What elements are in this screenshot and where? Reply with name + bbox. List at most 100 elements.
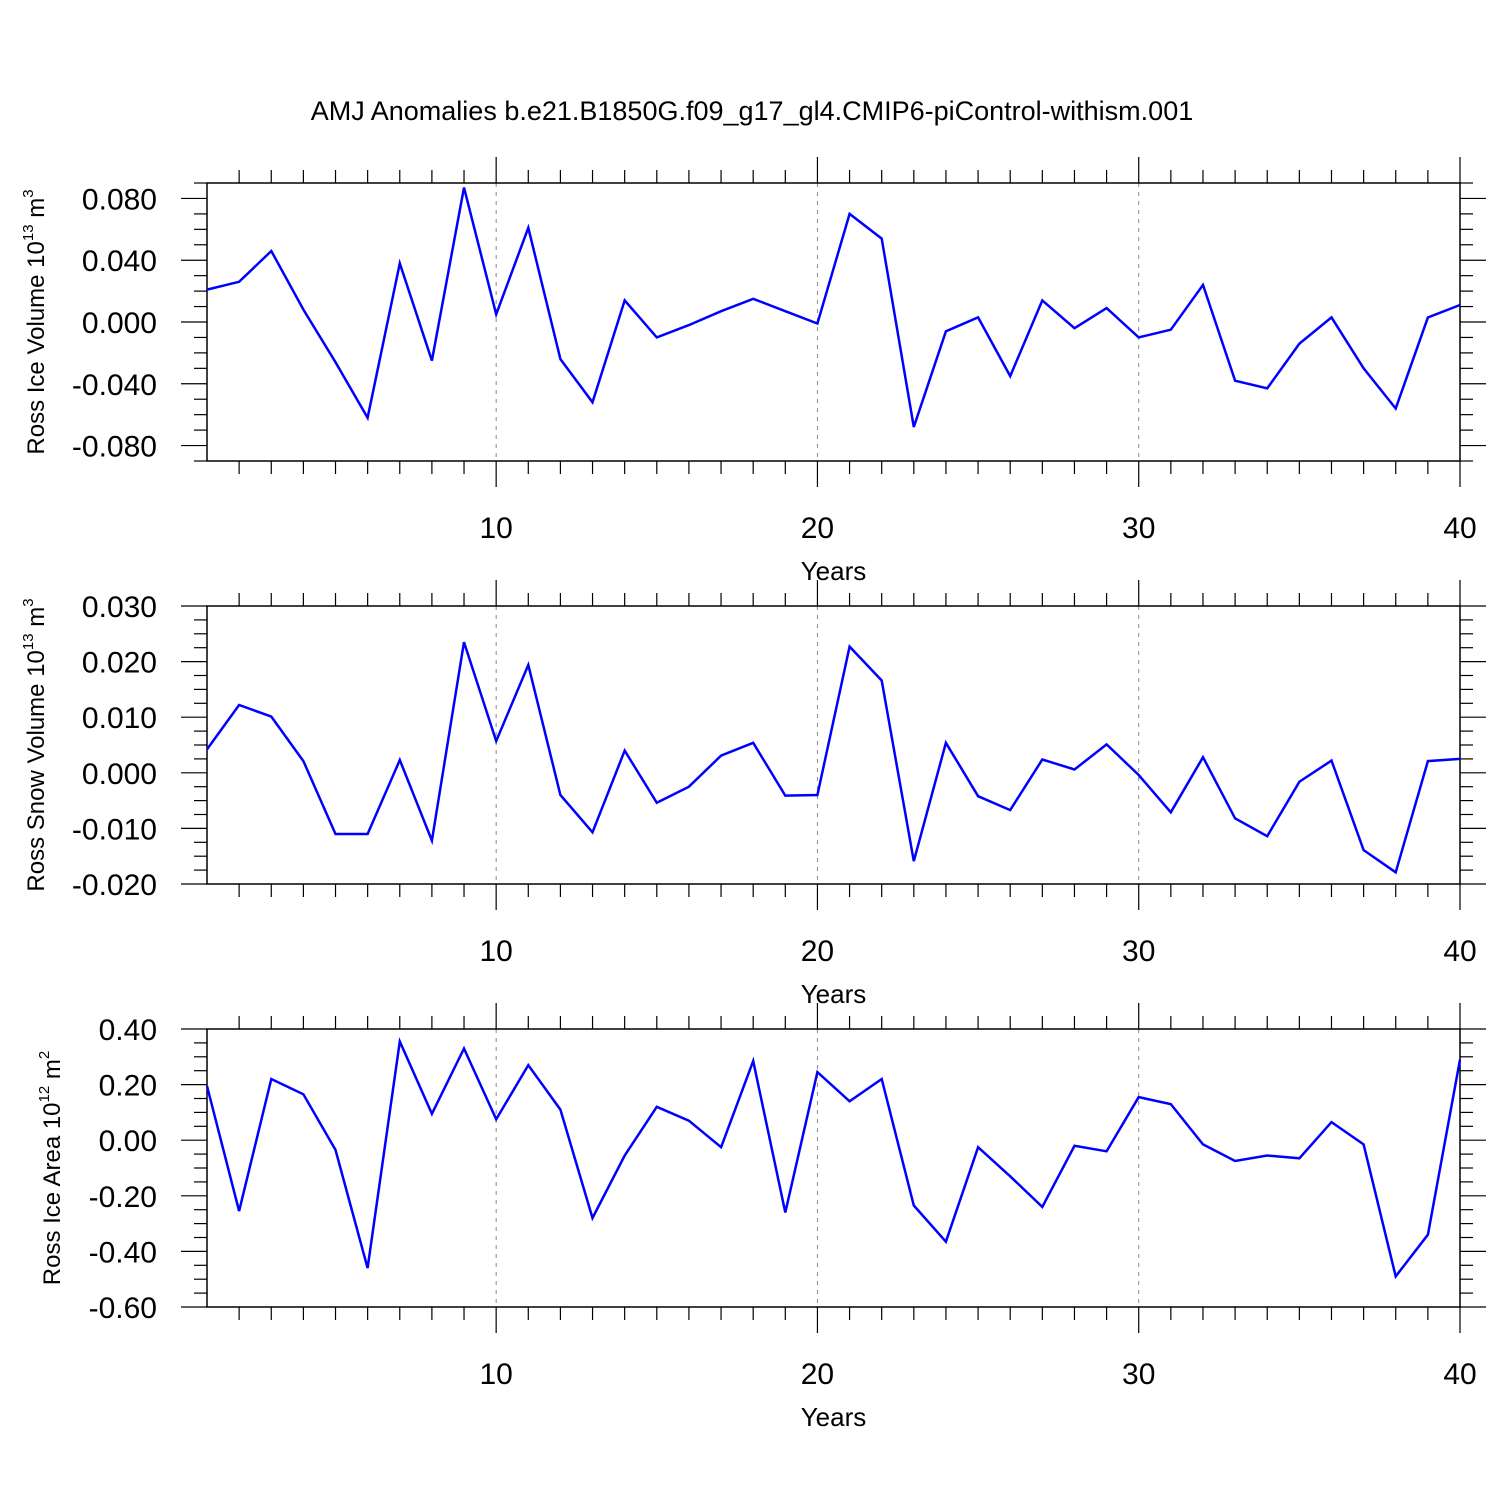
data-point xyxy=(1072,767,1076,771)
y-tick-label: -0.40 xyxy=(89,1236,157,1269)
data-point xyxy=(719,1145,723,1149)
data-point xyxy=(1008,374,1012,378)
data-point xyxy=(912,425,916,429)
y-tick-label: 0.20 xyxy=(99,1070,157,1103)
series-line xyxy=(205,641,1461,875)
y-axis-label-prefix: Ross Snow Volume 10 xyxy=(23,650,50,891)
data-point xyxy=(398,1040,402,1044)
data-point xyxy=(1137,773,1141,777)
data-point xyxy=(1169,328,1173,332)
data-point xyxy=(1201,1142,1205,1146)
data-point xyxy=(591,1216,595,1220)
data-point xyxy=(269,249,273,253)
data-point xyxy=(848,212,852,216)
data-point xyxy=(205,288,209,292)
y-tick-label: 0.030 xyxy=(82,591,157,624)
y-tick-label: 0.010 xyxy=(82,702,157,735)
x-tick-label: 20 xyxy=(801,1358,834,1391)
panel-1: -0.080 -0.040 0.000 0.040 0.080 10 20 30 40 Years… xyxy=(20,157,1486,586)
data-point xyxy=(301,759,305,763)
data-point xyxy=(462,640,466,644)
data-point xyxy=(301,308,305,312)
data-point xyxy=(591,830,595,834)
data-point xyxy=(1329,759,1333,763)
data-point xyxy=(1394,406,1398,410)
data-point xyxy=(912,1204,916,1208)
data-point xyxy=(334,832,338,836)
y-tick-label: 0.40 xyxy=(99,1014,157,1047)
data-point xyxy=(783,794,787,798)
data-point xyxy=(1233,816,1237,820)
data-point xyxy=(205,747,209,751)
y-axis-label-unit: m xyxy=(39,1059,66,1086)
y-axis-label-unit: m xyxy=(23,198,50,225)
series-line xyxy=(205,1037,1462,1280)
y-tick-label: -0.010 xyxy=(72,813,157,846)
y-axis-label-unit-exponent: 2 xyxy=(36,1051,53,1059)
y-axis-label: Ross Snow Volume 1013 m3 xyxy=(20,598,50,891)
data-point xyxy=(1458,757,1462,761)
x-tick-label: 40 xyxy=(1443,935,1476,968)
y-tick-label: -0.60 xyxy=(89,1292,157,1325)
data-point xyxy=(655,801,659,805)
data-point xyxy=(1426,759,1430,763)
data-point xyxy=(880,1077,884,1081)
x-tick-label: 10 xyxy=(479,1358,512,1391)
data-point xyxy=(623,298,627,302)
data-point xyxy=(1105,306,1109,310)
x-axis-label: Years xyxy=(801,1402,867,1432)
y-tick-label: 0.000 xyxy=(82,307,157,340)
data-point xyxy=(1040,298,1044,302)
plot-frame xyxy=(206,605,1461,885)
data-point xyxy=(1265,1153,1269,1157)
data-point xyxy=(1040,757,1044,761)
data-point xyxy=(526,1063,530,1067)
y-tick-label: 0.080 xyxy=(82,183,157,216)
data-point xyxy=(1297,780,1301,784)
data-point xyxy=(976,794,980,798)
data-point xyxy=(494,312,498,316)
data-point xyxy=(1072,326,1076,330)
data-point xyxy=(462,186,466,190)
data-point xyxy=(526,226,530,230)
data-point xyxy=(719,309,723,313)
data-point xyxy=(783,1210,787,1214)
data-point xyxy=(1233,1159,1237,1163)
data-point xyxy=(751,297,755,301)
x-tick-label: 40 xyxy=(1443,1358,1476,1391)
data-point xyxy=(205,1084,209,1088)
data-point xyxy=(1426,1233,1430,1237)
data-point xyxy=(1008,1174,1012,1178)
y-axis-label-unit: m xyxy=(23,607,50,634)
data-point xyxy=(848,645,852,649)
data-point xyxy=(1458,1058,1462,1062)
data-point xyxy=(880,237,884,241)
data-point xyxy=(430,359,434,363)
data-point xyxy=(783,309,787,313)
data-point xyxy=(430,1112,434,1116)
x-tick-label: 10 xyxy=(479,512,512,545)
y-tick-label: 0.040 xyxy=(82,245,157,278)
figure-title: AMJ Anomalies b.e21.B1850G.f09_g17_gl4.C… xyxy=(311,96,1193,126)
y-axis-label: Ross Ice Area 1012 m2 xyxy=(36,1051,66,1285)
data-point xyxy=(1394,870,1398,874)
data-point xyxy=(687,1119,691,1123)
data-point xyxy=(526,663,530,667)
data-point xyxy=(1169,1102,1173,1106)
x-axis-label: Years xyxy=(801,556,867,586)
data-point xyxy=(623,749,627,753)
data-point xyxy=(623,1153,627,1157)
data-point xyxy=(1137,1095,1141,1099)
data-point xyxy=(1137,335,1141,339)
data-point xyxy=(1297,1156,1301,1160)
data-point xyxy=(1265,386,1269,390)
data-point xyxy=(1201,755,1205,759)
data-point xyxy=(558,793,562,797)
data-point xyxy=(912,859,916,863)
data-point xyxy=(237,280,241,284)
data-point xyxy=(655,335,659,339)
data-point xyxy=(1008,808,1012,812)
y-axis-label-unit-exponent: 3 xyxy=(20,598,37,606)
data-point xyxy=(1458,303,1462,307)
